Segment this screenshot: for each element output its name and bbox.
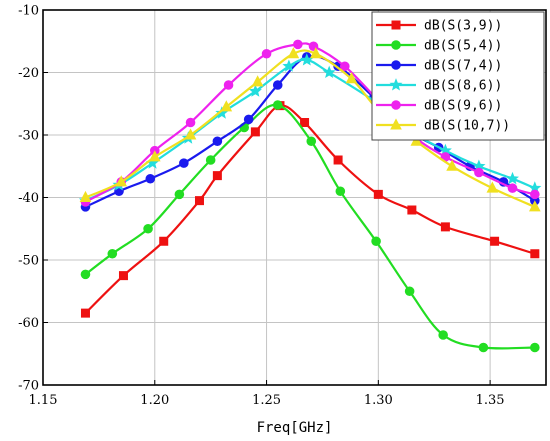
data-point <box>322 65 336 78</box>
legend-marker <box>391 60 401 70</box>
data-point <box>261 48 272 59</box>
data-point <box>300 118 310 127</box>
data-point <box>333 155 343 165</box>
data-point <box>438 330 448 340</box>
x-tick-label: 1.20 <box>140 393 169 408</box>
data-point <box>373 189 383 199</box>
data-point <box>80 269 91 280</box>
y-tick-label: -10 <box>18 4 39 19</box>
legend-item: dB(S(5,4)) <box>376 39 502 54</box>
ticks: 1.15 1.20 1.25 1.30 1.35 -10 -20 -30 -40 -50 -60 -7… <box>18 4 505 409</box>
data-point <box>143 223 153 234</box>
legend-item: dB(S(8,6)) <box>376 78 502 94</box>
data-point <box>243 114 254 125</box>
data-point <box>490 236 500 246</box>
legend: dB(S(3,9)) dB(S(5,4)) dB(S(7,4)) dB(S(8,6))… <box>371 11 545 141</box>
data-point <box>272 80 283 90</box>
legend-item: dB(S(3,9)) <box>376 19 502 34</box>
data-point <box>251 75 264 87</box>
data-point <box>335 186 346 197</box>
data-point <box>220 100 233 112</box>
data-point <box>507 183 518 193</box>
data-point <box>185 117 196 128</box>
y-tick-label: -70 <box>18 379 39 394</box>
data-point <box>407 205 417 215</box>
legend-label: dB(S(10,7)) <box>424 119 510 134</box>
data-point <box>440 222 450 232</box>
data-point <box>505 171 519 185</box>
data-point <box>184 128 197 140</box>
data-point <box>223 80 234 90</box>
data-point <box>528 200 541 212</box>
data-point <box>205 155 216 165</box>
data-point <box>118 271 128 281</box>
x-axis-label: Freq[GHz] <box>257 420 333 436</box>
data-point <box>345 72 358 84</box>
y-tick-label: -40 <box>18 191 39 206</box>
x-tick-label: 1.35 <box>476 393 505 408</box>
data-point <box>530 342 540 353</box>
data-point <box>530 189 540 200</box>
legend-label: dB(S(9,6)) <box>424 99 502 114</box>
data-point <box>174 189 185 200</box>
data-point <box>79 190 92 202</box>
x-tick-label: 1.25 <box>252 393 281 408</box>
legend-item: dB(S(10,7)) <box>376 118 510 134</box>
data-point <box>194 196 204 206</box>
data-point <box>404 286 415 297</box>
data-point <box>446 159 458 171</box>
series-1 <box>80 100 540 353</box>
legend-marker <box>391 40 401 50</box>
data-point <box>306 136 317 147</box>
y-tick-label: -60 <box>18 316 39 331</box>
data-point <box>530 249 540 259</box>
data-point <box>148 150 161 162</box>
y-tick-label: -20 <box>18 66 39 81</box>
data-point <box>282 59 296 72</box>
y-tick-label: -30 <box>18 129 39 144</box>
data-point <box>478 342 489 353</box>
series-line <box>85 49 536 208</box>
legend-box <box>371 11 545 141</box>
data-point <box>293 39 303 50</box>
data-point <box>371 236 381 247</box>
data-point <box>179 158 189 168</box>
legend-label: dB(S(7,4)) <box>424 59 502 74</box>
x-tick-label: 1.15 <box>29 393 58 408</box>
legend-marker <box>391 100 401 110</box>
data-point <box>340 61 350 72</box>
legend-marker <box>391 20 401 30</box>
legend-label: dB(S(8,6)) <box>424 79 502 94</box>
data-point <box>287 47 300 59</box>
legend-item: dB(S(7,4)) <box>376 59 502 74</box>
data-point <box>212 136 223 147</box>
legend-marker <box>389 78 403 91</box>
legend-label: dB(S(3,9)) <box>424 19 502 34</box>
data-point <box>309 47 322 59</box>
legend-label: dB(S(5,4)) <box>424 39 502 54</box>
y-tick-label: -50 <box>18 254 39 269</box>
data-point <box>80 308 90 318</box>
data-point <box>248 84 262 97</box>
data-point <box>250 127 260 137</box>
data-point <box>145 173 156 184</box>
data-point <box>474 167 484 178</box>
x-tick-label: 1.30 <box>364 393 393 408</box>
data-point <box>272 100 283 110</box>
data-point <box>115 175 128 187</box>
legend-item: dB(S(9,6)) <box>376 99 502 114</box>
data-point <box>212 171 222 181</box>
data-point <box>486 181 499 193</box>
data-point <box>107 248 118 259</box>
data-point <box>159 236 169 246</box>
legend-marker <box>390 118 402 130</box>
